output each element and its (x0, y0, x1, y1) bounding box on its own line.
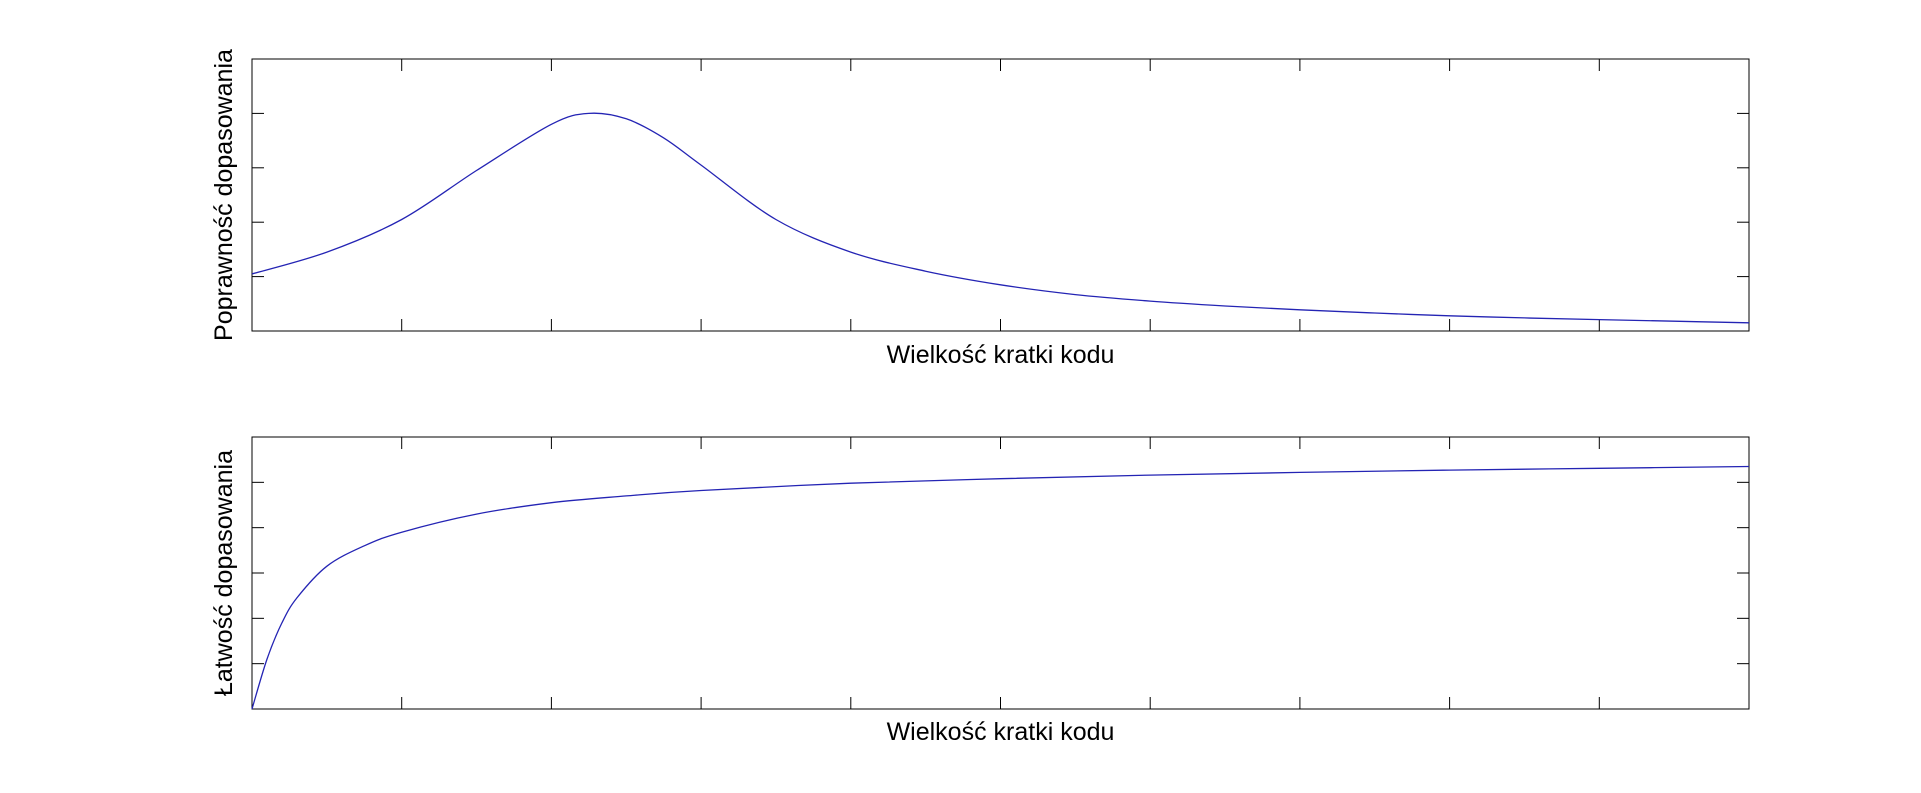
plot-frame (251, 436, 1750, 710)
fit-ease-chart: Wielkość kratki kodu Łatwość dopasowania (210, 436, 1750, 746)
plot-frame (251, 58, 1750, 332)
fit-accuracy-chart: Wielkość kratki kodu Poprawność dopasowan… (210, 49, 1750, 369)
series-line (251, 112, 1750, 324)
x-axis-label: Wielkość kratki kodu (887, 718, 1115, 746)
series-line (251, 465, 1750, 710)
x-axis-label: Wielkość kratki kodu (887, 341, 1115, 369)
y-axis-label: Łatwość dopasowania (210, 450, 238, 696)
y-axis-label: Poprawność dopasowania (210, 49, 238, 341)
